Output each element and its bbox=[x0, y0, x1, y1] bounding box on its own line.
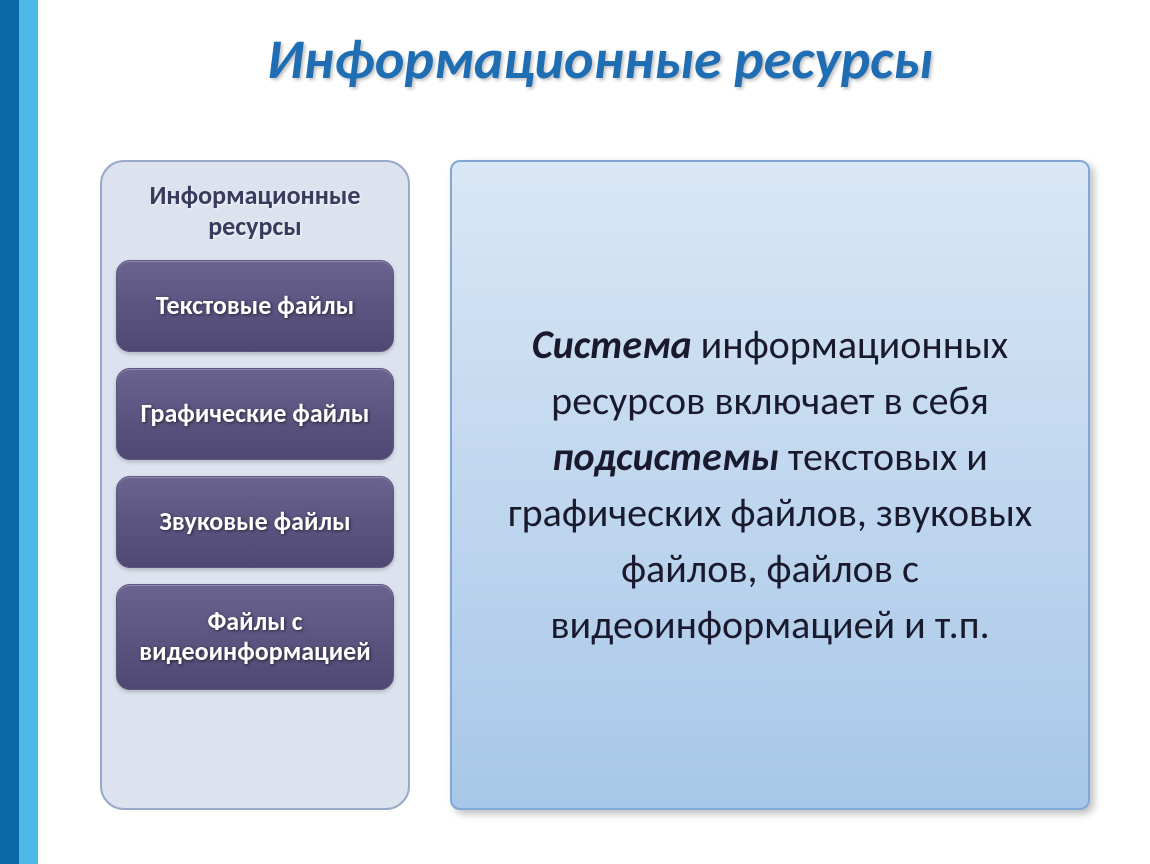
list-item: Звуковые файлы bbox=[116, 476, 394, 568]
emph-subsystems: подсистемы bbox=[552, 432, 779, 481]
left-panel-header: Информационные ресурсы bbox=[116, 180, 394, 242]
right-panel: Система информационных ресурсов включает… bbox=[450, 160, 1090, 810]
stripe-light bbox=[19, 0, 38, 864]
right-text: Система информационных ресурсов включает… bbox=[478, 317, 1062, 653]
stripe-dark bbox=[0, 0, 19, 864]
side-stripe bbox=[0, 0, 38, 864]
list-item: Файлы с видеоинформацией bbox=[116, 584, 394, 690]
list-item: Текстовые файлы bbox=[116, 260, 394, 352]
left-panel: Информационные ресурсы Текстовые файлы Г… bbox=[100, 160, 410, 810]
slide-title: Информационные ресурсы bbox=[80, 26, 1120, 94]
emph-system: Система bbox=[532, 320, 692, 369]
list-item: Графические файлы bbox=[116, 368, 394, 460]
